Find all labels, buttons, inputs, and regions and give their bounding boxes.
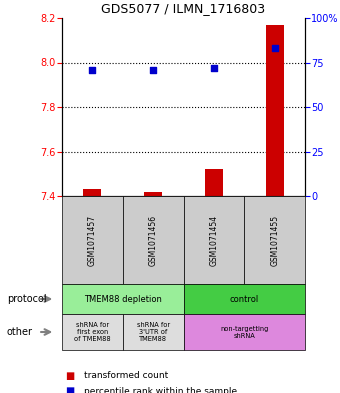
- Text: percentile rank within the sample: percentile rank within the sample: [84, 387, 237, 393]
- Text: control: control: [230, 294, 259, 303]
- Text: GSM1071456: GSM1071456: [149, 215, 158, 266]
- Text: GSM1071457: GSM1071457: [88, 215, 97, 266]
- Text: shRNA for
first exon
of TMEM88: shRNA for first exon of TMEM88: [74, 322, 111, 342]
- Point: [90, 66, 95, 73]
- Point: [211, 65, 217, 71]
- Text: non-targetting
shRNA: non-targetting shRNA: [220, 325, 269, 338]
- Point: [150, 66, 156, 73]
- Text: GSM1071454: GSM1071454: [209, 215, 218, 266]
- Point: [272, 45, 277, 51]
- Text: shRNA for
3'UTR of
TMEM88: shRNA for 3'UTR of TMEM88: [137, 322, 170, 342]
- Title: GDS5077 / ILMN_1716803: GDS5077 / ILMN_1716803: [101, 2, 266, 15]
- Bar: [83, 189, 101, 196]
- Text: ■: ■: [65, 386, 75, 393]
- Bar: [266, 25, 284, 196]
- Text: GSM1071455: GSM1071455: [270, 215, 279, 266]
- Text: ■: ■: [65, 371, 75, 380]
- Text: other: other: [7, 327, 33, 337]
- Text: transformed count: transformed count: [84, 371, 168, 380]
- Bar: [205, 169, 223, 196]
- Bar: [144, 191, 162, 196]
- Text: TMEM88 depletion: TMEM88 depletion: [84, 294, 162, 303]
- Text: protocol: protocol: [7, 294, 47, 304]
